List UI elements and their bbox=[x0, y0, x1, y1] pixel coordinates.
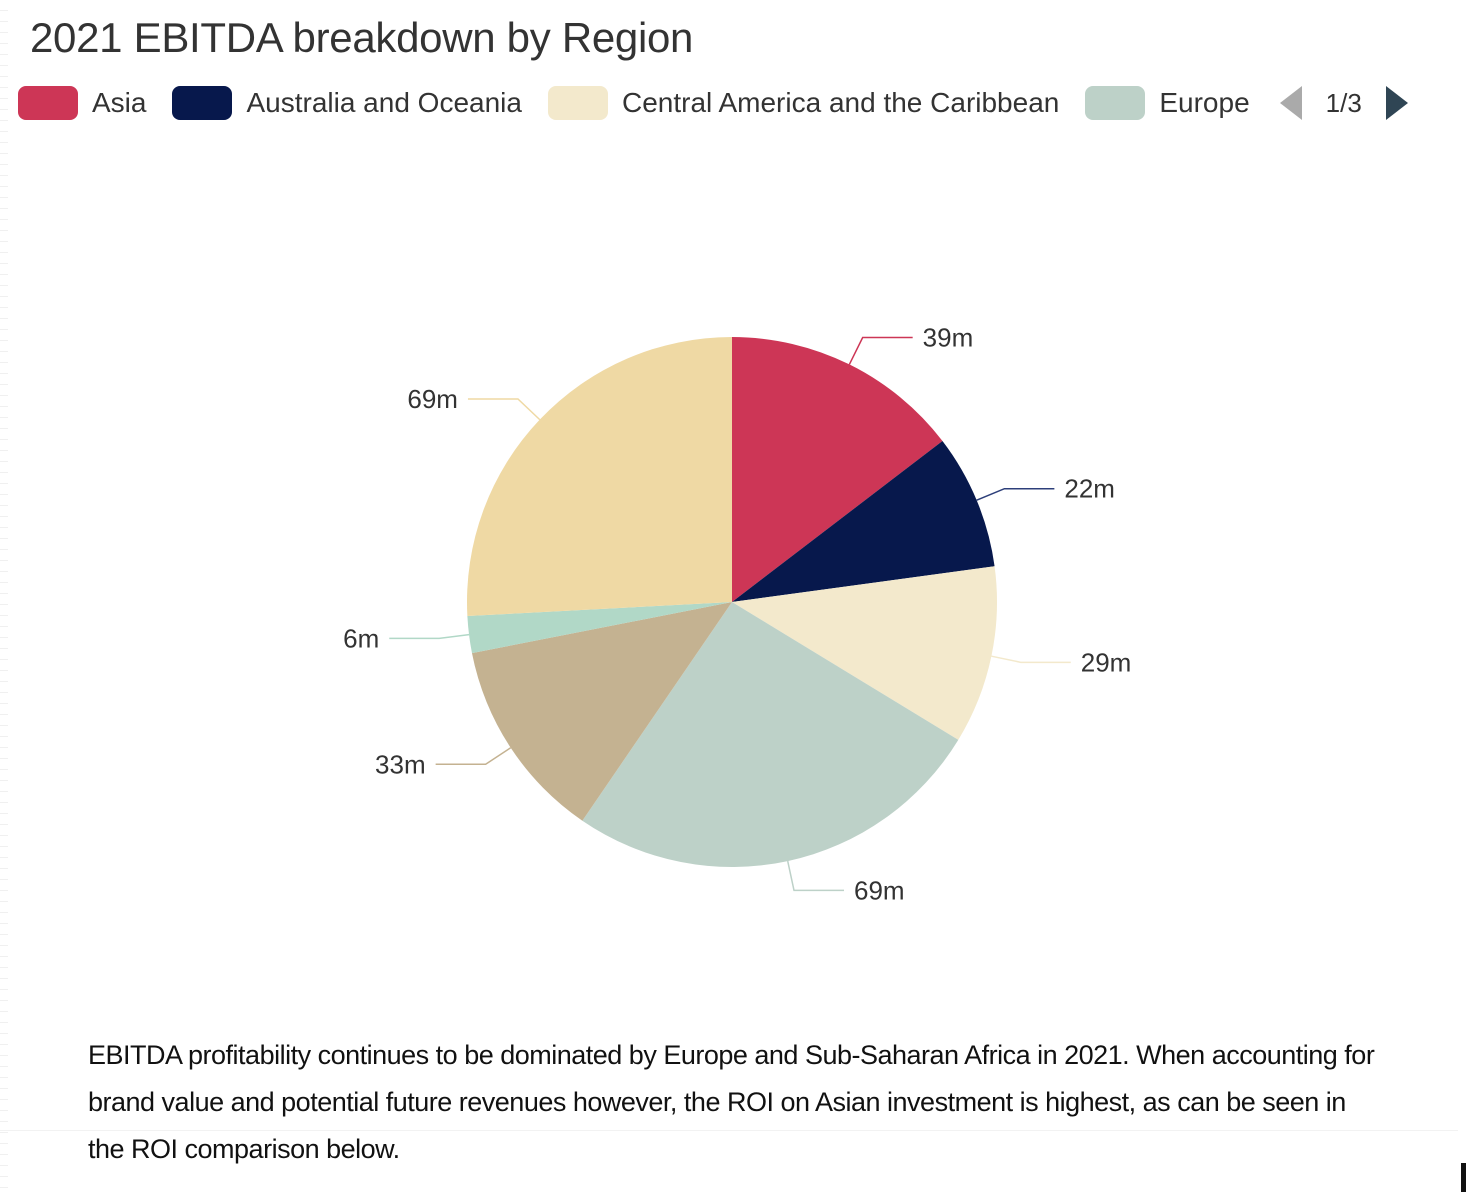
slice-value-label: 6m bbox=[343, 623, 379, 653]
prev-page-arrow-icon[interactable] bbox=[1279, 86, 1302, 120]
legend-item-central-america[interactable]: Central America and the Caribbean bbox=[547, 86, 1060, 120]
pie-slice[interactable] bbox=[467, 602, 732, 654]
text-cursor bbox=[1461, 1163, 1466, 1192]
chart-title: 2021 EBITDA breakdown by Region bbox=[30, 14, 694, 61]
legend-label: Australia and Oceania bbox=[246, 87, 522, 118]
label-leader-line bbox=[389, 633, 470, 640]
pie-slice[interactable] bbox=[732, 337, 943, 602]
legend-item-australia-and-oceania[interactable]: Australia and Oceania bbox=[172, 86, 522, 120]
legend-item-asia[interactable]: Asia bbox=[18, 86, 146, 120]
label-leader-line bbox=[848, 336, 913, 365]
next-page-arrow-icon[interactable] bbox=[1385, 86, 1408, 120]
label-leader-line bbox=[786, 860, 845, 892]
legend-pager: 1/3 bbox=[1279, 86, 1408, 120]
slice-value-label: 29m bbox=[1081, 647, 1132, 677]
pie-slice[interactable] bbox=[732, 566, 997, 740]
legend-swatch bbox=[1085, 86, 1146, 120]
pie-slice[interactable] bbox=[467, 337, 732, 617]
legend-item-europe[interactable]: Europe bbox=[1085, 86, 1250, 120]
label-leader-line bbox=[976, 487, 1055, 501]
legend-page-indicator: 1/3 bbox=[1325, 87, 1362, 118]
label-leader-line bbox=[991, 655, 1071, 664]
pie-slice[interactable] bbox=[732, 440, 995, 602]
label-leader-line bbox=[435, 747, 512, 766]
legend: Asia Australia and Oceania Central Ameri… bbox=[18, 84, 1408, 122]
divider bbox=[0, 1130, 1458, 1131]
pie-slice[interactable] bbox=[582, 602, 959, 868]
slice-value-label: 39m bbox=[923, 323, 974, 353]
legend-label: Europe bbox=[1159, 87, 1250, 118]
legend-label: Asia bbox=[92, 87, 147, 118]
slice-value-label: 22m bbox=[1064, 474, 1115, 504]
legend-swatch bbox=[172, 86, 233, 120]
legend-swatch bbox=[18, 86, 78, 120]
slice-value-label: 69m bbox=[407, 384, 458, 414]
pie-chart: 39m 22m 29m 69m 33m 6m 69m bbox=[343, 323, 1132, 906]
slice-value-label: 33m bbox=[375, 749, 426, 779]
left-ruler bbox=[0, 0, 8, 1192]
pie-slice[interactable] bbox=[471, 602, 732, 821]
legend-swatch bbox=[547, 86, 608, 120]
chart-caption: EBITDA profitability continues to be dom… bbox=[88, 1040, 1375, 1164]
label-leader-line bbox=[467, 398, 541, 421]
slice-value-label: 69m bbox=[854, 875, 905, 905]
legend-label: Central America and the Caribbean bbox=[621, 87, 1060, 118]
